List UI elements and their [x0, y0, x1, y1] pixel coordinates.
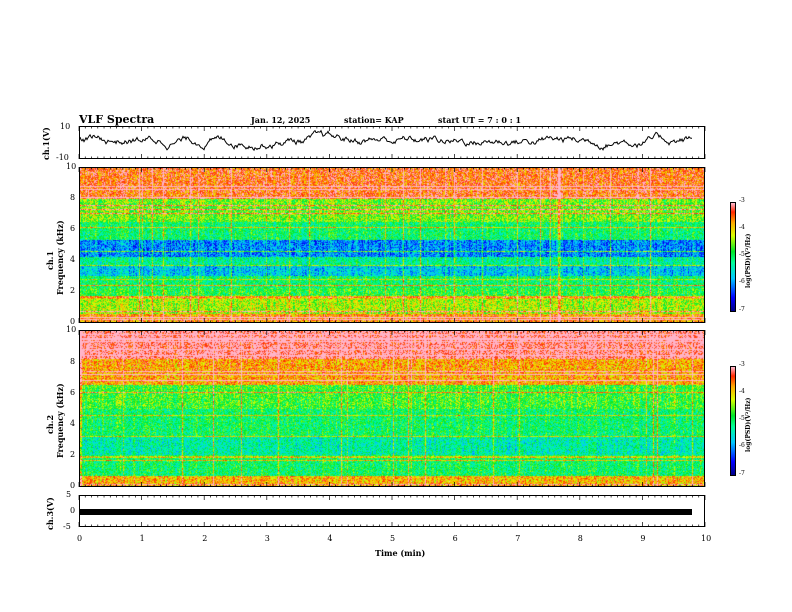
ch1-ylabel: ch.1(V)	[41, 127, 51, 160]
cbar2-tick-m3: -3	[739, 361, 745, 368]
ch2-colorbar	[730, 366, 736, 476]
x-tick-label: 5	[390, 534, 396, 543]
cbar1-tick-m4: -4	[739, 224, 745, 231]
cbar2-tick-m7: -7	[739, 470, 745, 477]
ch3-ytick-0: 0	[70, 506, 76, 515]
ch2-freq-tick-8: 8	[70, 357, 76, 366]
x-tick-label: 10	[701, 534, 712, 543]
ch2-freq-tick-10: 10	[66, 325, 77, 334]
ch1-spectrogram-canvas	[80, 168, 704, 322]
ch1-freq-tick-6: 6	[70, 224, 76, 233]
ch1-freq-ylabel: Frequency (kHz)	[55, 220, 65, 295]
ch1-freq-tick-10: 10	[66, 162, 77, 171]
date-label: Jan. 12, 2025	[251, 115, 311, 125]
x-tick-label: 1	[139, 534, 145, 543]
ch1-waveform-panel	[79, 126, 705, 159]
cbar2-label: log(PSD)(V²/Hz)	[745, 397, 752, 452]
ch1-freq-tick-4: 4	[70, 255, 76, 264]
ch2-channel-label: ch.2	[45, 414, 55, 434]
ch3-waveform-svg	[80, 509, 692, 515]
ch1-ytick-bottom: -10	[56, 153, 69, 162]
ch3-waveform-panel	[79, 495, 705, 527]
ch2-freq-tick-6: 6	[70, 388, 76, 397]
cbar1-tick-m5: -5	[739, 251, 745, 258]
chart-title: VLF Spectra	[79, 113, 155, 126]
ch3-ytick-m5: -5	[63, 522, 71, 531]
ch1-colorbar	[730, 202, 736, 312]
cbar1-tick-m7: -7	[739, 306, 745, 313]
cbar1-tick-m3: -3	[739, 197, 745, 204]
start-time-label: start UT = 7 : 0 : 1	[438, 115, 522, 125]
ch3-ylabel: ch.3(V)	[45, 497, 55, 530]
cbar1-tick-m6: -6	[739, 278, 745, 285]
x-tick-label: 7	[515, 534, 521, 543]
ch2-freq-tick-0: 0	[70, 481, 76, 490]
x-tick-label: 2	[202, 534, 208, 543]
cbar1-label: log(PSD)(V²/Hz)	[745, 233, 752, 288]
ch3-ytick-5: 5	[66, 490, 72, 499]
ch1-spectrogram-panel	[79, 167, 705, 323]
x-tick-label: 8	[577, 534, 583, 543]
ch2-colorbar-canvas	[731, 367, 735, 475]
ch1-freq-tick-2: 2	[70, 286, 76, 295]
x-tick-label: 3	[264, 534, 270, 543]
cbar2-tick-m5: -5	[739, 415, 745, 422]
ch1-waveform-svg	[80, 129, 692, 152]
ch2-freq-tick-2: 2	[70, 450, 76, 459]
ch1-ytick-top: 10	[60, 122, 71, 131]
time-axis-label: Time (min)	[375, 548, 426, 558]
ch2-spectrogram-panel	[79, 330, 705, 487]
x-tick-label: 0	[77, 534, 83, 543]
x-tick-label: 4	[327, 534, 333, 543]
x-tick-label: 9	[640, 534, 646, 543]
ch2-freq-tick-4: 4	[70, 419, 76, 428]
ch2-spectrogram-canvas	[80, 331, 704, 486]
ch1-channel-label: ch.1	[45, 250, 55, 270]
cbar2-tick-m4: -4	[739, 388, 745, 395]
cbar2-tick-m6: -6	[739, 442, 745, 449]
station-label: station= KAP	[344, 115, 404, 125]
x-tick-label: 6	[452, 534, 458, 543]
ch2-freq-ylabel: Frequency (kHz)	[55, 383, 65, 458]
ch1-colorbar-canvas	[731, 203, 735, 311]
ch1-freq-tick-0: 0	[70, 317, 76, 326]
ch1-freq-tick-8: 8	[70, 193, 76, 202]
